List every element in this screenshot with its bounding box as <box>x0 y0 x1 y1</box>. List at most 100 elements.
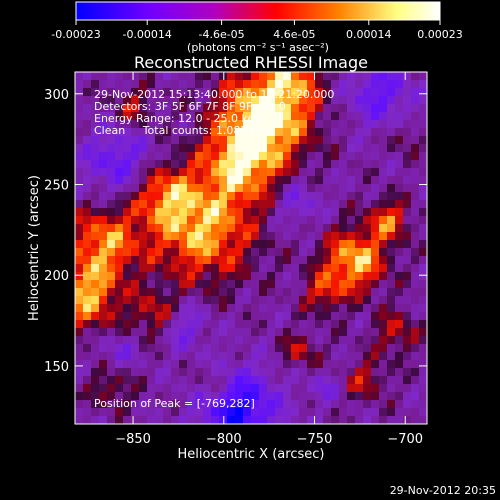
heatmap-cell <box>163 96 172 105</box>
heatmap-cell <box>227 416 236 424</box>
heatmap-cell <box>291 280 300 289</box>
heatmap-cell <box>203 224 212 233</box>
heatmap-cell <box>323 264 332 273</box>
heatmap-cell <box>107 160 116 169</box>
heatmap-cell <box>163 192 172 201</box>
heatmap-cell <box>203 384 212 393</box>
heatmap-cell <box>371 384 380 393</box>
x-axis-label: Heliocentric X (arcsec) <box>178 447 325 462</box>
heatmap-cell <box>387 112 396 121</box>
heatmap-cell <box>331 288 340 297</box>
heatmap-cell <box>147 72 156 81</box>
plot-frame <box>74 71 428 425</box>
heatmap-cell <box>99 360 108 369</box>
heatmap-cell <box>139 232 148 241</box>
heatmap-cell <box>419 248 427 257</box>
heatmap-cell <box>171 368 180 377</box>
heatmap-cell <box>123 312 132 321</box>
heatmap-cell <box>123 80 132 89</box>
heatmap-cell <box>267 120 276 129</box>
heatmap-cell <box>155 392 164 401</box>
heatmap-cell <box>235 344 244 353</box>
heatmap-cell <box>83 392 92 401</box>
heatmap-cell <box>371 88 380 97</box>
heatmap-cell <box>203 168 212 177</box>
heatmap-cell <box>323 160 332 169</box>
heatmap-cell <box>139 136 148 145</box>
heatmap-cell <box>179 184 188 193</box>
heatmap-cell <box>187 144 196 153</box>
heatmap-cell <box>315 352 324 361</box>
heatmap-cell <box>179 216 188 225</box>
heatmap-cell <box>147 296 156 305</box>
heatmap-cell <box>395 168 404 177</box>
heatmap-cell <box>163 208 172 217</box>
heatmap-cell <box>299 336 308 345</box>
heatmap-cell <box>339 112 348 121</box>
heatmap-cell <box>267 112 276 121</box>
heatmap-cell <box>163 400 172 409</box>
heatmap-cell <box>307 200 316 209</box>
heatmap-cell <box>115 152 124 161</box>
heatmap-cell <box>291 320 300 329</box>
heatmap-cell <box>123 144 132 153</box>
colorbar-tick-label: 4.6e-05 <box>273 28 315 41</box>
heatmap-cell <box>211 168 220 177</box>
heatmap-cell <box>323 280 332 289</box>
heatmap-cell <box>195 80 204 89</box>
heatmap-cell <box>75 280 84 289</box>
heatmap-cell <box>307 152 316 161</box>
heatmap-cell <box>187 192 196 201</box>
heatmap-cell <box>355 104 364 113</box>
heatmap-cell <box>163 80 172 89</box>
heatmap-cell <box>123 296 132 305</box>
heatmap-cell <box>291 104 300 113</box>
heatmap-cell <box>315 72 324 81</box>
heatmap-cell <box>419 120 427 129</box>
heatmap-cell <box>195 200 204 209</box>
heatmap-cell <box>299 200 308 209</box>
heatmap-cell <box>155 360 164 369</box>
heatmap-cell <box>99 368 108 377</box>
heatmap-cell <box>107 176 116 185</box>
heatmap-cell <box>371 352 380 361</box>
heatmap-cell <box>195 224 204 233</box>
heatmap-cell <box>171 296 180 305</box>
heatmap-cell <box>211 104 220 113</box>
heatmap-cell <box>315 80 324 89</box>
heatmap-cell <box>283 376 292 385</box>
heatmap-cell <box>91 336 100 345</box>
heatmap-cell <box>115 160 124 169</box>
heatmap-cell <box>155 368 164 377</box>
heatmap-cell <box>107 296 116 305</box>
heatmap-cell <box>203 272 212 281</box>
heatmap-cell <box>235 144 244 153</box>
heatmap-cell <box>203 160 212 169</box>
heatmap-cell <box>171 176 180 185</box>
heatmap-cell <box>131 112 140 121</box>
heatmap-cell <box>315 160 324 169</box>
heatmap-cell <box>419 344 427 353</box>
heatmap-cell <box>187 136 196 145</box>
heatmap-cell <box>259 312 268 321</box>
heatmap-cell <box>339 320 348 329</box>
heatmap-cell <box>267 240 276 249</box>
heatmap-cell <box>203 320 212 329</box>
heatmap-cell <box>299 408 308 417</box>
heatmap-cell <box>299 312 308 321</box>
heatmap-cell <box>331 272 340 281</box>
heatmap-cell <box>379 408 388 417</box>
heatmap-cell <box>283 240 292 249</box>
heatmap-cell <box>379 296 388 305</box>
heatmap-cell <box>235 272 244 281</box>
heatmap-cell <box>275 120 284 129</box>
heatmap-cell <box>171 312 180 321</box>
heatmap-cell <box>195 192 204 201</box>
heatmap-cell <box>75 152 84 161</box>
heatmap-cell <box>323 200 332 209</box>
heatmap-cell <box>251 96 260 105</box>
heatmap-cell <box>251 360 260 369</box>
heatmap-cell <box>91 240 100 249</box>
heatmap-cell <box>243 304 252 313</box>
heatmap-cell <box>163 280 172 289</box>
